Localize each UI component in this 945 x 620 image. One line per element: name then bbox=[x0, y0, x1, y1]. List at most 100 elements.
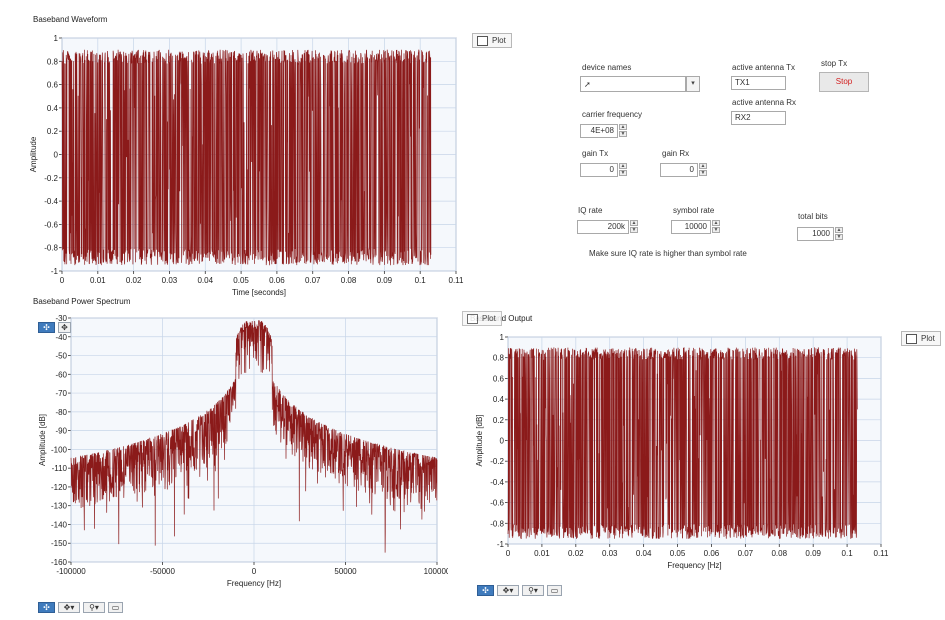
gain-rx-field[interactable]: 0 bbox=[660, 163, 698, 177]
y-tick-label: -1 bbox=[51, 267, 59, 276]
spectrum-top-toolbar: ✣ ✥ bbox=[38, 322, 71, 333]
device-names-dropdown-button[interactable]: ▾ bbox=[686, 76, 700, 92]
y-tick-label: -0.8 bbox=[490, 519, 504, 528]
y-tick-label: -140 bbox=[51, 520, 68, 529]
device-names-label: device names bbox=[582, 63, 632, 72]
device-names-field[interactable] bbox=[580, 76, 686, 92]
y-tick-label: -30 bbox=[55, 314, 67, 323]
active-antenna-rx-label: active antenna Rx bbox=[732, 98, 797, 107]
x-tick-label: 0.04 bbox=[636, 549, 652, 558]
x-axis-label: Frequency [Hz] bbox=[667, 561, 721, 570]
y-axis-label: Amplitude bbox=[29, 136, 38, 172]
iq-rate-stepper[interactable]: ▲ ▼ bbox=[630, 220, 638, 233]
total-bits-label: total bits bbox=[798, 212, 828, 221]
x-tick-label: 0.02 bbox=[126, 276, 142, 285]
x-tick-label: 50000 bbox=[334, 567, 357, 576]
gain-rx-stepper[interactable]: ▲ ▼ bbox=[699, 163, 707, 176]
x-tick-label: 0.05 bbox=[670, 549, 686, 558]
carrier-frequency-field[interactable]: 4E+08 bbox=[580, 124, 618, 138]
carrier-frequency-stepper[interactable]: ▲ ▼ bbox=[619, 124, 627, 137]
y-tick-label: -40 bbox=[55, 333, 67, 342]
x-tick-label: 0 bbox=[60, 276, 65, 285]
symbol-rate-stepper[interactable]: ▲ ▼ bbox=[712, 220, 720, 233]
x-tick-label: 0.1 bbox=[415, 276, 427, 285]
x-tick-label: 0.02 bbox=[568, 549, 584, 558]
y-tick-label: -100 bbox=[51, 445, 68, 454]
stop-button[interactable]: Stop bbox=[819, 72, 869, 92]
iq-rate-field[interactable]: 200k bbox=[577, 220, 629, 234]
y-tick-label: -150 bbox=[51, 539, 68, 548]
x-tick-label: 0.08 bbox=[771, 549, 787, 558]
plot-button-label: Plot bbox=[921, 334, 935, 343]
spectrum-title: Baseband Power Spectrum bbox=[33, 297, 131, 306]
plot-legend-icon bbox=[477, 35, 488, 46]
x-tick-label: 0.03 bbox=[162, 276, 178, 285]
y-tick-label: 1 bbox=[54, 34, 59, 43]
y-tick-label: -60 bbox=[55, 370, 67, 379]
y-tick-label: -50 bbox=[55, 352, 67, 361]
symbol-rate-field[interactable]: 10000 bbox=[671, 220, 711, 234]
y-tick-label: 0.6 bbox=[47, 81, 59, 90]
y-axis-label: Amplitude [dB] bbox=[38, 414, 47, 466]
y-tick-label: 0.2 bbox=[493, 416, 505, 425]
autoscale-button[interactable]: ▭ bbox=[108, 602, 123, 613]
total-bits-stepper[interactable]: ▲ ▼ bbox=[835, 227, 843, 240]
total-bits-field[interactable]: 1000 bbox=[797, 227, 834, 241]
x-tick-label: 0.07 bbox=[305, 276, 321, 285]
y-tick-label: -0.4 bbox=[44, 197, 58, 206]
symbol-rate-label: symbol rate bbox=[673, 206, 715, 215]
cursor-tool-button[interactable]: ✣ bbox=[38, 602, 55, 613]
y-tick-label: -90 bbox=[55, 427, 67, 436]
zoom-tool-button[interactable]: ⚲▾ bbox=[522, 585, 544, 596]
y-tick-label: -0.6 bbox=[44, 220, 58, 229]
pan-cursor-button[interactable]: ✣ bbox=[38, 322, 55, 333]
y-tick-label: -0.2 bbox=[490, 457, 504, 466]
x-tick-label: 0 bbox=[252, 567, 257, 576]
x-tick-label: -100000 bbox=[56, 567, 86, 576]
active-antenna-tx-field[interactable]: TX1 bbox=[731, 76, 786, 90]
output-plot-button[interactable]: Plot bbox=[901, 331, 941, 346]
zoom-button[interactable]: ✥ bbox=[58, 322, 71, 333]
y-tick-label: 0.4 bbox=[47, 104, 59, 113]
gain-rx-label: gain Rx bbox=[662, 149, 690, 158]
x-tick-label: 0 bbox=[506, 549, 511, 558]
autoscale-button[interactable]: ▭ bbox=[547, 585, 562, 596]
y-tick-label: -130 bbox=[51, 502, 68, 511]
y-tick-label: 0 bbox=[500, 437, 505, 446]
output-plot-button-overlap[interactable]: Plot bbox=[462, 311, 502, 326]
cursor-tool-button[interactable]: ✣ bbox=[477, 585, 494, 596]
output-chart: 10.80.60.40.20-0.2-0.4-0.6-0.8-10 0.01 0.0… bbox=[475, 333, 889, 570]
y-tick-label: -1 bbox=[497, 540, 505, 549]
x-tick-label: 0.01 bbox=[534, 549, 550, 558]
x-tick-label: 0.11 bbox=[449, 276, 465, 285]
x-tick-label: -50000 bbox=[150, 567, 175, 576]
gain-tx-field[interactable]: 0 bbox=[580, 163, 618, 177]
y-tick-label: -0.6 bbox=[490, 499, 504, 508]
x-tick-label: 0.03 bbox=[602, 549, 618, 558]
y-tick-label: 0.8 bbox=[47, 57, 59, 66]
gain-tx-stepper[interactable]: ▲ ▼ bbox=[619, 163, 627, 176]
waveform-title: Baseband Waveform bbox=[33, 15, 108, 24]
x-tick-label: 0.08 bbox=[341, 276, 357, 285]
pan-tool-button[interactable]: ✥▾ bbox=[497, 585, 519, 596]
y-axis-label: Amplitude [dB] bbox=[475, 414, 484, 466]
plot-legend-icon bbox=[467, 313, 478, 324]
zoom-tool-button[interactable]: ⚲▾ bbox=[83, 602, 105, 613]
pan-tool-button[interactable]: ✥▾ bbox=[58, 602, 80, 613]
gain-tx-label: gain Tx bbox=[582, 149, 609, 158]
waveform-plot-button[interactable]: Plot bbox=[472, 33, 512, 48]
active-antenna-rx-field[interactable]: RX2 bbox=[731, 111, 786, 125]
iq-rate-label: IQ rate bbox=[578, 206, 603, 215]
plot-button-label: Plot bbox=[492, 36, 506, 45]
y-tick-label: -80 bbox=[55, 408, 67, 417]
x-axis-label: Frequency [Hz] bbox=[227, 579, 281, 588]
y-tick-label: -0.4 bbox=[490, 478, 504, 487]
x-tick-label: 0.09 bbox=[377, 276, 393, 285]
y-tick-label: -160 bbox=[51, 558, 68, 567]
x-tick-label: 0.01 bbox=[90, 276, 106, 285]
output-bottom-toolbar: ✣ ✥▾ ⚲▾ ▭ bbox=[477, 585, 562, 596]
plot-legend-icon bbox=[906, 333, 917, 344]
waveform-chart: 10.80.60.40.20-0.2-0.4-0.6-0.8-10 0.01 0.0… bbox=[29, 34, 465, 297]
spectrum-bottom-toolbar: ✣ ✥▾ ⚲▾ ▭ bbox=[38, 602, 123, 613]
resource-arrow-icon: ➚ bbox=[584, 80, 591, 89]
